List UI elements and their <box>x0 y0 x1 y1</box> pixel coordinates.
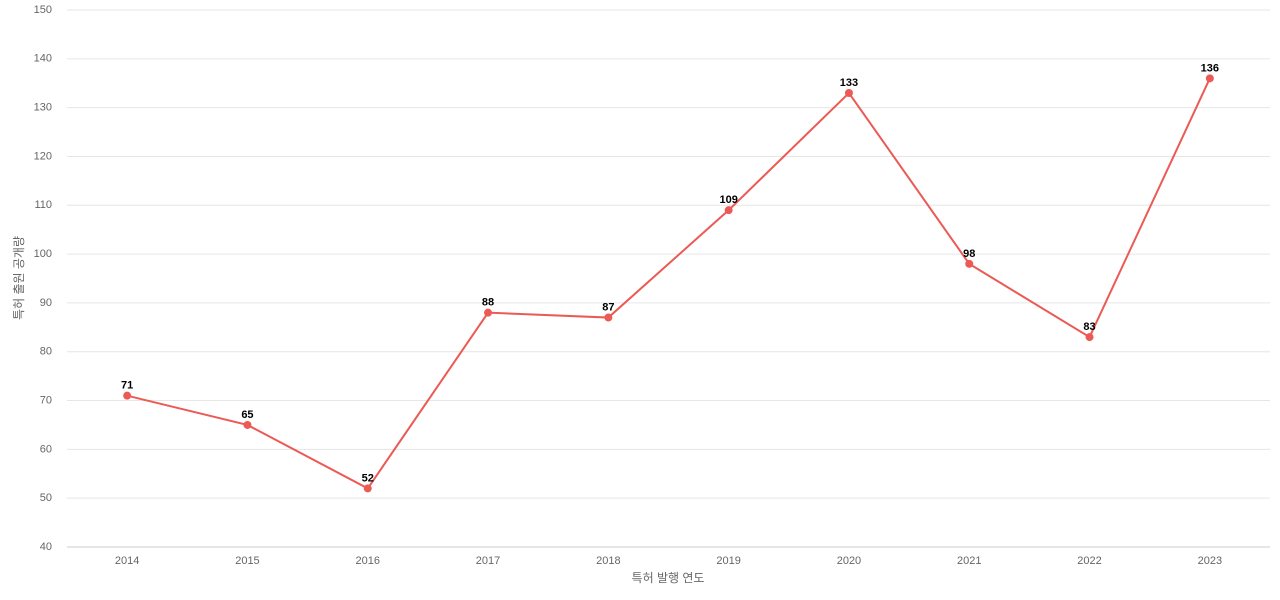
point <box>484 308 493 317</box>
point <box>604 313 613 322</box>
data-label: 133 <box>840 77 858 89</box>
y-tick-label: 100 <box>34 248 52 260</box>
data-label: 83 <box>1083 321 1095 333</box>
point <box>363 484 372 493</box>
y-tick-label: 40 <box>40 541 52 553</box>
x-tick-label: 2019 <box>716 555 740 567</box>
data-label: 136 <box>1201 62 1219 74</box>
y-tick-label: 110 <box>34 199 52 211</box>
y-axis-title: 특허 출원 공개량 <box>12 236 26 320</box>
point <box>123 391 132 400</box>
x-tick-label: 2015 <box>235 555 259 567</box>
x-tick-label: 2016 <box>356 555 380 567</box>
x-tick-label: 2020 <box>837 555 861 567</box>
data-label: 98 <box>963 248 975 260</box>
x-tick-label: 2018 <box>596 555 620 567</box>
y-tick-label: 130 <box>34 102 52 114</box>
data-label: 52 <box>362 472 374 484</box>
y-tick-label: 80 <box>40 346 52 358</box>
y-tick-label: 70 <box>40 394 52 406</box>
y-tick-label: 140 <box>34 53 52 65</box>
point <box>724 206 733 215</box>
data-label: 65 <box>241 409 253 421</box>
y-tick-label: 50 <box>40 492 52 504</box>
point <box>965 259 974 268</box>
y-tick-label: 150 <box>34 4 52 16</box>
data-label: 109 <box>719 194 737 206</box>
point <box>1205 74 1214 83</box>
line <box>126 77 1211 490</box>
point <box>844 88 853 97</box>
point <box>1085 333 1094 342</box>
data-label: 87 <box>602 301 614 313</box>
data-label: 71 <box>121 380 133 392</box>
x-axis-title: 특허 발행 연도 <box>632 570 705 585</box>
y-tick-label: 60 <box>40 443 52 455</box>
x-tick-label: 2021 <box>957 555 981 567</box>
y-tick-label: 120 <box>34 150 52 162</box>
y-tick-label: 90 <box>40 297 52 309</box>
point <box>243 420 252 429</box>
x-tick-label: 2022 <box>1077 555 1101 567</box>
x-tick-label: 2023 <box>1198 555 1222 567</box>
data-label: 88 <box>482 297 494 309</box>
x-tick-label: 2014 <box>115 555 139 567</box>
x-tick-label: 2017 <box>476 555 500 567</box>
